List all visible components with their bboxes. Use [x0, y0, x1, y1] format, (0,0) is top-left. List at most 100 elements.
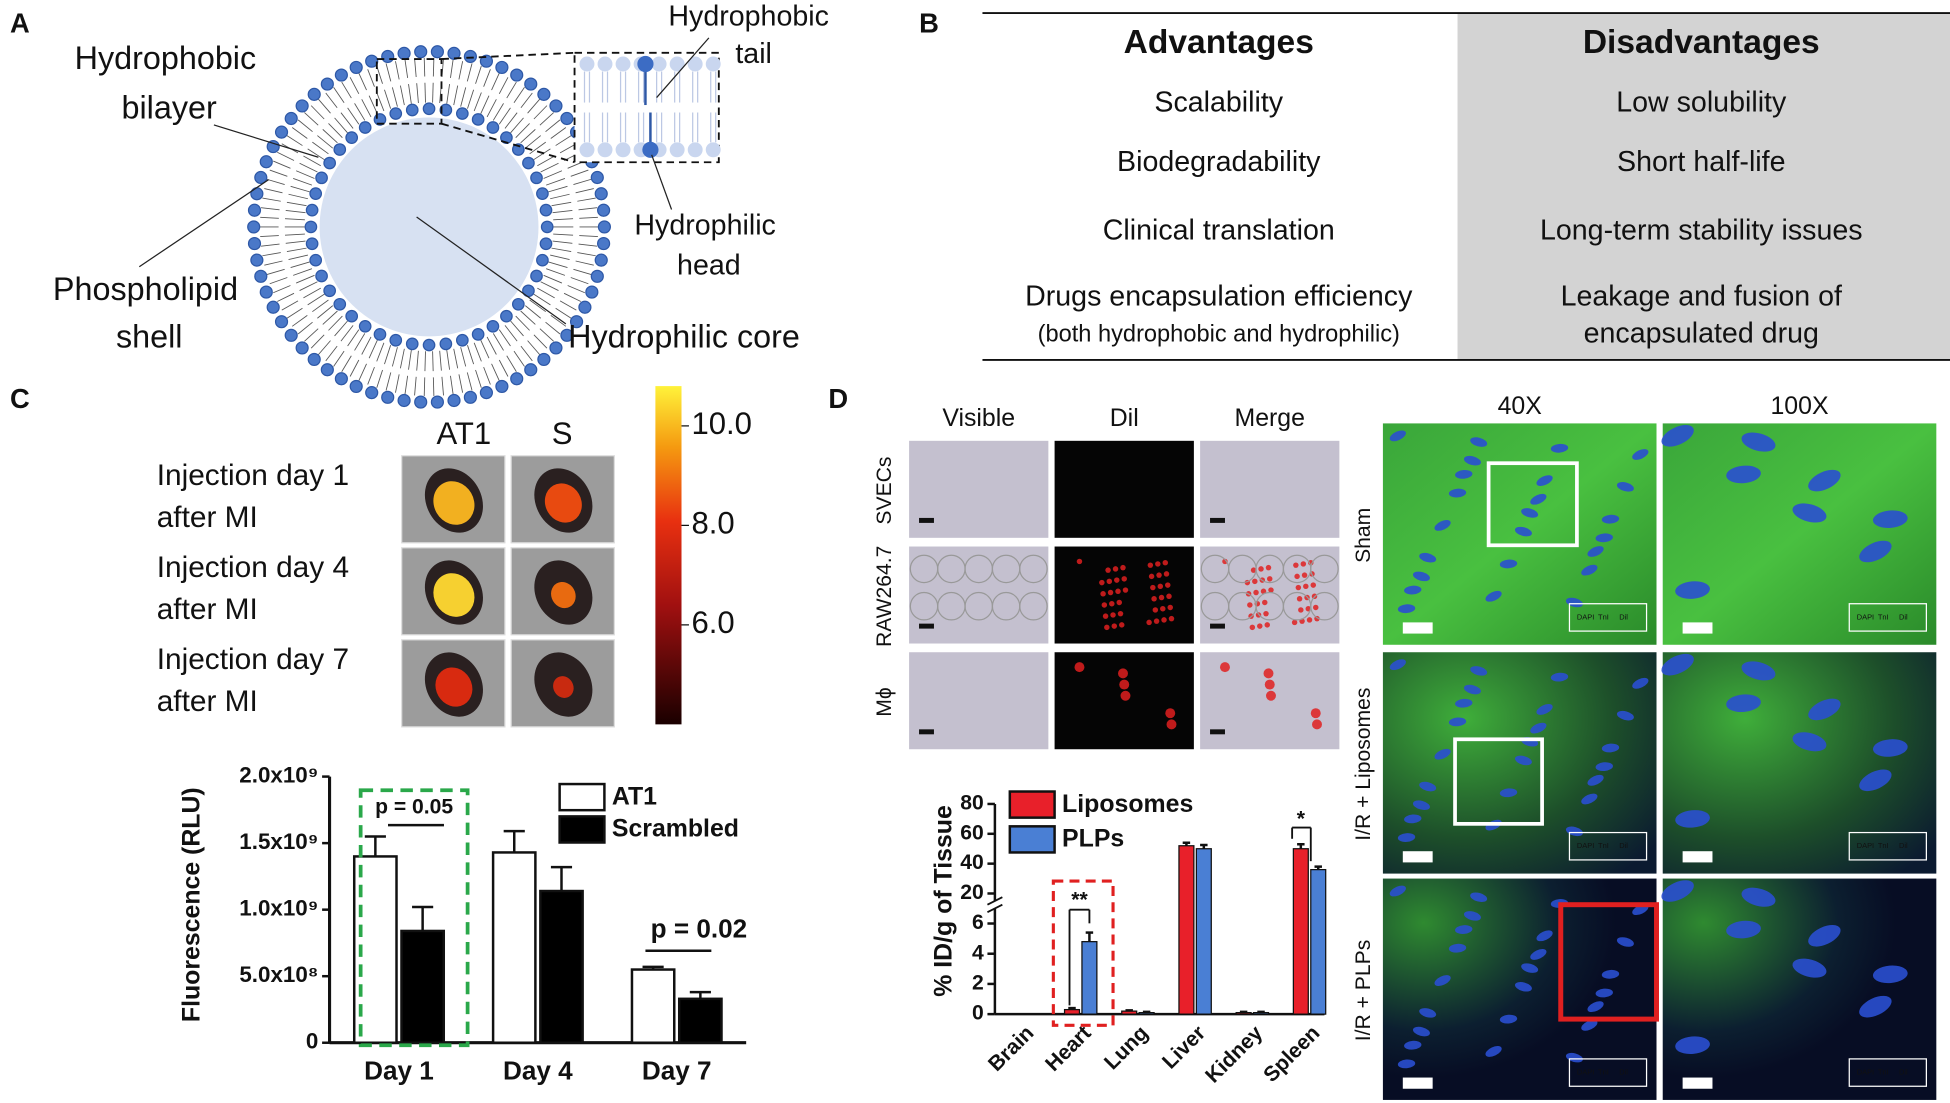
label: Hydrophobic: [75, 40, 257, 76]
leader-line: [260, 216, 279, 219]
leader-line: [286, 201, 307, 207]
leader-line: [492, 103, 504, 121]
stain-legend-box: [1848, 603, 1927, 632]
nucleus: [1448, 717, 1467, 727]
leader-line: [555, 135, 572, 146]
leader-line: [312, 299, 329, 313]
dye-spot: [1266, 690, 1276, 701]
nucleus: [1587, 1001, 1604, 1013]
head-dot: [381, 390, 395, 404]
head-dot: [334, 68, 348, 82]
image-blob: [553, 676, 574, 698]
head-dot: [295, 99, 309, 113]
leader-line: [297, 119, 313, 132]
dye-spot: [1298, 607, 1304, 613]
leader-line: [361, 99, 372, 118]
y-tick-label: 80: [960, 792, 984, 815]
y-tick-label: 2: [972, 972, 984, 995]
y-tick-label: 4: [972, 941, 984, 964]
micrograph: [909, 546, 1049, 644]
core: [319, 117, 539, 337]
nucleus: [1792, 732, 1827, 752]
leader-line: [307, 148, 325, 161]
nucleus: [1397, 604, 1416, 614]
leader-line: [347, 329, 360, 347]
head-dot: [524, 77, 538, 91]
leader-line: [266, 268, 285, 275]
head-dot: [560, 111, 574, 126]
nucleus: [1808, 698, 1841, 721]
scale-bar: [1210, 623, 1225, 629]
leader-line: [303, 287, 321, 299]
nucleus: [1455, 469, 1473, 479]
leader-line: [367, 366, 375, 385]
leader-line: [520, 129, 536, 144]
nucleus: [1550, 443, 1569, 453]
head-dot: [305, 203, 319, 217]
label: Injection day 4: [157, 551, 349, 584]
head-dot: [389, 333, 403, 347]
x-tick-label: Day 1: [364, 1055, 434, 1085]
stain-legend: TnI: [1878, 612, 1889, 621]
nucleus: [1872, 739, 1908, 757]
nucleus: [1434, 975, 1451, 986]
bar: [400, 929, 446, 1044]
nucleus: [1448, 943, 1467, 953]
leader-line: [376, 92, 385, 112]
leader-line: [525, 305, 542, 319]
leader-line: [264, 260, 283, 266]
leader-line: [510, 320, 524, 337]
leader-line: [286, 247, 307, 252]
x-tick-label: Liver: [1158, 1022, 1210, 1074]
nucleus: [1675, 810, 1710, 828]
leader-line: [424, 82, 426, 103]
head-dot: [569, 315, 584, 329]
dye-spot: [1247, 602, 1253, 608]
leader-line: [334, 117, 348, 134]
head-dot: [597, 142, 613, 158]
leader-line: [550, 127, 567, 139]
leader-line: [486, 336, 497, 355]
leader-line: [260, 207, 280, 211]
label: tail: [735, 38, 772, 70]
nucleus: [1581, 1019, 1598, 1031]
dye-spot: [1260, 588, 1267, 595]
label: 40X: [1498, 392, 1543, 420]
label: Visible: [942, 404, 1015, 432]
dye-spot: [1150, 584, 1156, 591]
head-dot: [687, 142, 703, 158]
nucleus: [1859, 540, 1892, 563]
dye-spot: [1296, 596, 1303, 602]
scale-bar: [1682, 622, 1713, 634]
leader-line: [384, 89, 392, 109]
head-dot: [597, 203, 611, 217]
table-cell: Long-term stability issues: [1540, 214, 1863, 246]
leader-line: [491, 72, 500, 91]
leader-line: [513, 350, 525, 367]
head-dot: [309, 187, 323, 200]
leader-line: [473, 342, 482, 362]
label: Injection day 1: [157, 459, 349, 492]
scale-bar: [1402, 622, 1433, 634]
nucleus: [1499, 559, 1518, 569]
dye-spot: [1313, 604, 1319, 611]
nucleus: [1404, 585, 1422, 595]
leader-line: [537, 155, 555, 167]
cell-outline: [1019, 591, 1048, 621]
head-dot: [479, 386, 493, 400]
legend-label: Scrambled: [612, 815, 739, 843]
micrograph: [1662, 878, 1937, 1100]
head-dot: [358, 319, 372, 333]
leader-line: [467, 345, 475, 365]
nucleus: [1792, 958, 1827, 978]
dye-spot: [1160, 605, 1166, 612]
dye-spot: [1102, 613, 1109, 619]
leader-line: [525, 135, 542, 149]
leader-line: [453, 348, 459, 369]
legend-label: Liposomes: [1062, 790, 1193, 818]
x-tick-label: Spleen: [1259, 1022, 1324, 1087]
leader-line: [416, 83, 419, 104]
leader-line: [987, 896, 1003, 906]
leader-line: [570, 169, 589, 177]
scale-bar: [1682, 1077, 1713, 1089]
